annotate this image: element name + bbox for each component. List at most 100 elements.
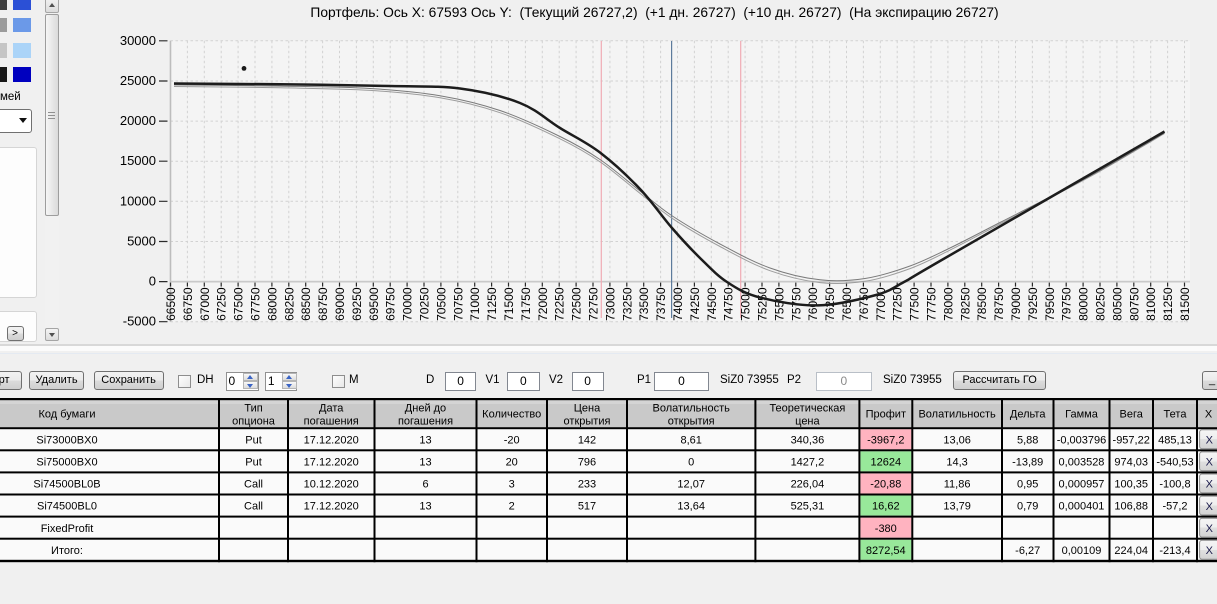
svg-text:68250: 68250 bbox=[282, 287, 296, 321]
svg-text:74250: 74250 bbox=[688, 287, 702, 321]
svg-text:Вега: Вега bbox=[1120, 409, 1144, 421]
svg-text:74000: 74000 bbox=[671, 287, 685, 321]
svg-text:78750: 78750 bbox=[992, 287, 1006, 321]
svg-text:77250: 77250 bbox=[891, 287, 905, 321]
svg-text:66750: 66750 bbox=[181, 287, 195, 321]
svg-text:72500: 72500 bbox=[570, 287, 584, 321]
svg-text:Si74500BL0B: Si74500BL0B bbox=[33, 479, 100, 491]
svg-text:14,3: 14,3 bbox=[946, 457, 967, 469]
svg-text:70500: 70500 bbox=[434, 287, 448, 321]
svg-text:79750: 79750 bbox=[1060, 287, 1074, 321]
svg-text:Код бумаги: Код бумаги bbox=[38, 409, 95, 421]
svg-text:Si74500BL0: Si74500BL0 bbox=[37, 501, 97, 513]
svg-text:796: 796 bbox=[578, 457, 596, 469]
svg-text:Call: Call bbox=[244, 501, 263, 513]
svg-text:Количество: Количество bbox=[482, 409, 541, 421]
svg-text:75500: 75500 bbox=[772, 287, 786, 321]
svg-text:13,64: 13,64 bbox=[677, 501, 705, 513]
svg-text:цена: цена bbox=[795, 416, 820, 428]
svg-text:12624: 12624 bbox=[871, 457, 902, 469]
svg-text:Call: Call bbox=[244, 479, 263, 491]
svg-text:70750: 70750 bbox=[451, 287, 465, 321]
svg-text:73750: 73750 bbox=[654, 287, 668, 321]
svg-text:20: 20 bbox=[506, 457, 518, 469]
svg-text:80500: 80500 bbox=[1110, 287, 1124, 321]
svg-text:25000: 25000 bbox=[120, 73, 156, 88]
svg-text:70250: 70250 bbox=[418, 287, 432, 321]
svg-text:73250: 73250 bbox=[620, 287, 634, 321]
svg-text:17.12.2020: 17.12.2020 bbox=[304, 501, 359, 513]
svg-text:13: 13 bbox=[419, 501, 431, 513]
svg-text:75000: 75000 bbox=[739, 287, 753, 321]
svg-text:-0,003796: -0,003796 bbox=[1057, 434, 1107, 446]
svg-text:74750: 74750 bbox=[722, 287, 736, 321]
svg-text:13,06: 13,06 bbox=[943, 434, 971, 446]
svg-text:226,04: 226,04 bbox=[791, 479, 825, 491]
svg-text:106,88: 106,88 bbox=[1114, 501, 1148, 513]
svg-text:Дата: Дата bbox=[319, 403, 344, 415]
svg-text:-13,89: -13,89 bbox=[1012, 457, 1043, 469]
svg-text:-3967,2: -3967,2 bbox=[867, 434, 904, 446]
svg-text:0: 0 bbox=[149, 274, 156, 289]
svg-text:81250: 81250 bbox=[1161, 287, 1175, 321]
svg-text:1427,2: 1427,2 bbox=[791, 457, 825, 469]
svg-text:-540,53: -540,53 bbox=[1156, 457, 1193, 469]
svg-text:75250: 75250 bbox=[756, 287, 770, 321]
svg-text:Теоретическая: Теоретическая bbox=[769, 403, 845, 415]
svg-text:71250: 71250 bbox=[485, 287, 499, 321]
svg-text:X: X bbox=[1205, 409, 1213, 421]
svg-text:открытия: открытия bbox=[668, 416, 715, 428]
svg-text:79250: 79250 bbox=[1026, 287, 1040, 321]
svg-text:66500: 66500 bbox=[164, 287, 178, 321]
svg-text:Тета: Тета bbox=[1164, 409, 1188, 421]
svg-text:-57,2: -57,2 bbox=[1162, 501, 1187, 513]
svg-text:0,79: 0,79 bbox=[1017, 501, 1038, 513]
svg-text:X: X bbox=[1206, 479, 1214, 491]
svg-text:X: X bbox=[1206, 545, 1214, 557]
svg-text:Тип: Тип bbox=[244, 403, 262, 415]
svg-text:80250: 80250 bbox=[1094, 287, 1108, 321]
svg-text:X: X bbox=[1206, 523, 1214, 535]
svg-text:69250: 69250 bbox=[350, 287, 364, 321]
svg-text:525,31: 525,31 bbox=[791, 501, 825, 513]
svg-text:142: 142 bbox=[578, 434, 596, 446]
svg-text:100,35: 100,35 bbox=[1114, 479, 1148, 491]
svg-text:-100,8: -100,8 bbox=[1159, 479, 1190, 491]
svg-text:0: 0 bbox=[688, 457, 694, 469]
svg-text:233: 233 bbox=[578, 479, 596, 491]
svg-text:-20: -20 bbox=[504, 434, 520, 446]
svg-text:71000: 71000 bbox=[468, 287, 482, 321]
svg-text:опциона: опциона bbox=[232, 416, 276, 428]
svg-text:Дней до: Дней до bbox=[405, 403, 446, 415]
svg-text:Цена: Цена bbox=[574, 403, 601, 415]
svg-text:17.12.2020: 17.12.2020 bbox=[304, 434, 359, 446]
svg-text:Профит: Профит bbox=[866, 409, 906, 421]
svg-text:68750: 68750 bbox=[316, 287, 330, 321]
svg-text:76500: 76500 bbox=[840, 287, 854, 321]
svg-text:Волатильность: Волатильность bbox=[918, 409, 996, 421]
svg-text:70000: 70000 bbox=[401, 287, 415, 321]
svg-text:71500: 71500 bbox=[502, 287, 516, 321]
svg-text:67500: 67500 bbox=[232, 287, 246, 321]
svg-text:13: 13 bbox=[419, 457, 431, 469]
svg-text:Put: Put bbox=[245, 434, 262, 446]
svg-text:X: X bbox=[1206, 501, 1214, 513]
svg-text:открытия: открытия bbox=[564, 416, 611, 428]
svg-text:10.12.2020: 10.12.2020 bbox=[304, 479, 359, 491]
svg-text:17.12.2020: 17.12.2020 bbox=[304, 457, 359, 469]
svg-text:71750: 71750 bbox=[519, 287, 533, 321]
svg-text:Put: Put bbox=[245, 457, 262, 469]
svg-text:-957,22: -957,22 bbox=[1113, 434, 1150, 446]
svg-text:0,003528: 0,003528 bbox=[1059, 457, 1105, 469]
svg-text:-5000: -5000 bbox=[123, 314, 156, 329]
svg-text:10000: 10000 bbox=[120, 193, 156, 208]
svg-text:5,88: 5,88 bbox=[1017, 434, 1038, 446]
svg-text:485,13: 485,13 bbox=[1158, 434, 1192, 446]
svg-text:Волатильность: Волатильность bbox=[653, 403, 731, 415]
svg-text:-20,88: -20,88 bbox=[870, 479, 901, 491]
svg-text:-6,27: -6,27 bbox=[1015, 545, 1040, 557]
svg-text:340,36: 340,36 bbox=[791, 434, 825, 446]
svg-text:погашения: погашения bbox=[398, 416, 453, 428]
svg-text:80750: 80750 bbox=[1127, 287, 1141, 321]
svg-text:78250: 78250 bbox=[958, 287, 972, 321]
